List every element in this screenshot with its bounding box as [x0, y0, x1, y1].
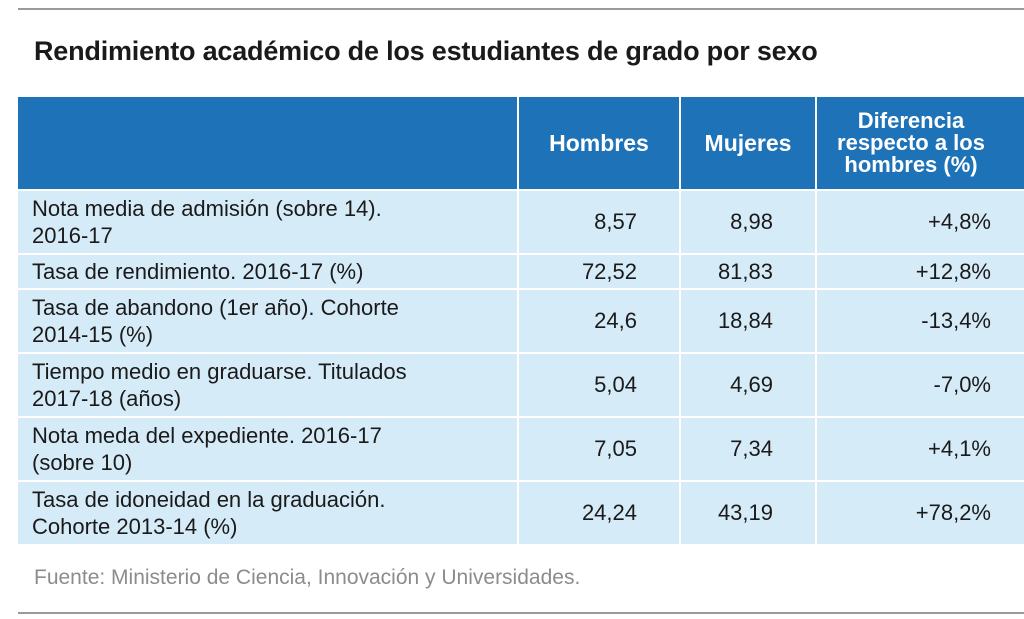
row-label-line-1: Nota meda del expediente. 2016-17	[32, 423, 382, 448]
row-label-line-1: Tasa de rendimiento. 2016-17 (%)	[32, 259, 364, 284]
cell-hombres: 8,57	[518, 189, 681, 254]
header-diferencia-line-3: hombres (%)	[844, 152, 978, 177]
row-label-line-2: 2014-15 (%)	[32, 322, 154, 347]
cell-hombres: 72,52	[518, 253, 681, 289]
cell-hombres: 24,24	[518, 480, 681, 544]
cell-diferencia: +4,8%	[816, 189, 1024, 254]
row-label-line-2: 2017-18 (años)	[32, 386, 182, 411]
cell-diferencia: +78,2%	[816, 480, 1024, 544]
row-label: Tasa de rendimiento. 2016-17 (%)	[18, 253, 519, 289]
row-label-line-2: (sobre 10)	[32, 450, 133, 475]
cell-mujeres: 8,98	[680, 189, 817, 254]
top-rule	[18, 8, 1024, 10]
row-label: Tasa de abandono (1er año). Cohorte 2014…	[18, 288, 519, 353]
cell-diferencia-value: -7,0%	[933, 372, 991, 397]
row-label: Nota media de admisión (sobre 14). 2016-…	[18, 189, 519, 254]
table-row: Tasa de abandono (1er año). Cohorte 2014…	[18, 288, 1024, 353]
table-row: Nota meda del expediente. 2016-17 (sobre…	[18, 416, 1024, 481]
cell-mujeres: 81,83	[680, 253, 817, 289]
table-header-row: Hombres Mujeres Diferencia respecto a lo…	[18, 97, 1024, 190]
cell-diferencia: -7,0%	[816, 352, 1024, 417]
row-label-line-1: Tasa de abandono (1er año). Cohorte	[32, 295, 399, 320]
cell-diferencia-value: +12,8%	[915, 258, 991, 284]
row-label: Nota meda del expediente. 2016-17 (sobre…	[18, 416, 519, 481]
cell-diferencia-value: -13,4%	[921, 308, 991, 333]
cell-hombres: 7,05	[518, 416, 681, 481]
bottom-rule	[18, 612, 1024, 614]
header-label	[18, 97, 519, 190]
cell-diferencia: -13,4%	[816, 288, 1024, 353]
cell-mujeres: 43,19	[680, 480, 817, 544]
cell-diferencia-value: +4,1%	[928, 436, 991, 461]
header-diferencia-line-1: Diferencia	[857, 108, 965, 133]
row-label-line-2: Cohorte 2013-14 (%)	[32, 514, 238, 539]
header-mujeres: Mujeres	[680, 97, 817, 190]
cell-diferencia: +12,8%	[816, 253, 1024, 289]
cell-mujeres: 4,69	[680, 352, 817, 417]
row-label-line-1: Tasa de idoneidad en la graduación.	[32, 487, 386, 512]
page-title: Rendimiento académico de los estudiantes…	[34, 36, 818, 66]
table-row: Nota media de admisión (sobre 14). 2016-…	[18, 189, 1024, 254]
cell-hombres: 5,04	[518, 352, 681, 417]
header-diferencia: Diferencia respecto a los hombres (%)	[816, 97, 1024, 190]
performance-table: Hombres Mujeres Diferencia respecto a lo…	[18, 97, 1024, 544]
source-note: Fuente: Ministerio de Ciencia, Innovació…	[34, 566, 581, 589]
cell-diferencia-value: +78,2%	[915, 500, 991, 525]
cell-diferencia: +4,1%	[816, 416, 1024, 481]
row-label: Tiempo medio en graduarse. Titulados 201…	[18, 352, 519, 417]
header-hombres: Hombres	[518, 97, 681, 190]
table-row: Tasa de rendimiento. 2016-17 (%) 72,52 8…	[18, 253, 1024, 289]
cell-diferencia-value: +4,8%	[928, 209, 991, 234]
header-diferencia-line-2: respecto a los	[837, 130, 985, 155]
row-label-line-2: 2016-17	[32, 223, 113, 248]
table-row: Tiempo medio en graduarse. Titulados 201…	[18, 352, 1024, 417]
row-label-line-1: Tiempo medio en graduarse. Titulados	[32, 359, 407, 384]
cell-mujeres: 18,84	[680, 288, 817, 353]
cell-mujeres: 7,34	[680, 416, 817, 481]
row-label: Tasa de idoneidad en la graduación. Coho…	[18, 480, 519, 544]
table-row: Tasa de idoneidad en la graduación. Coho…	[18, 480, 1024, 544]
row-label-line-1: Nota media de admisión (sobre 14).	[32, 196, 382, 221]
cell-hombres: 24,6	[518, 288, 681, 353]
